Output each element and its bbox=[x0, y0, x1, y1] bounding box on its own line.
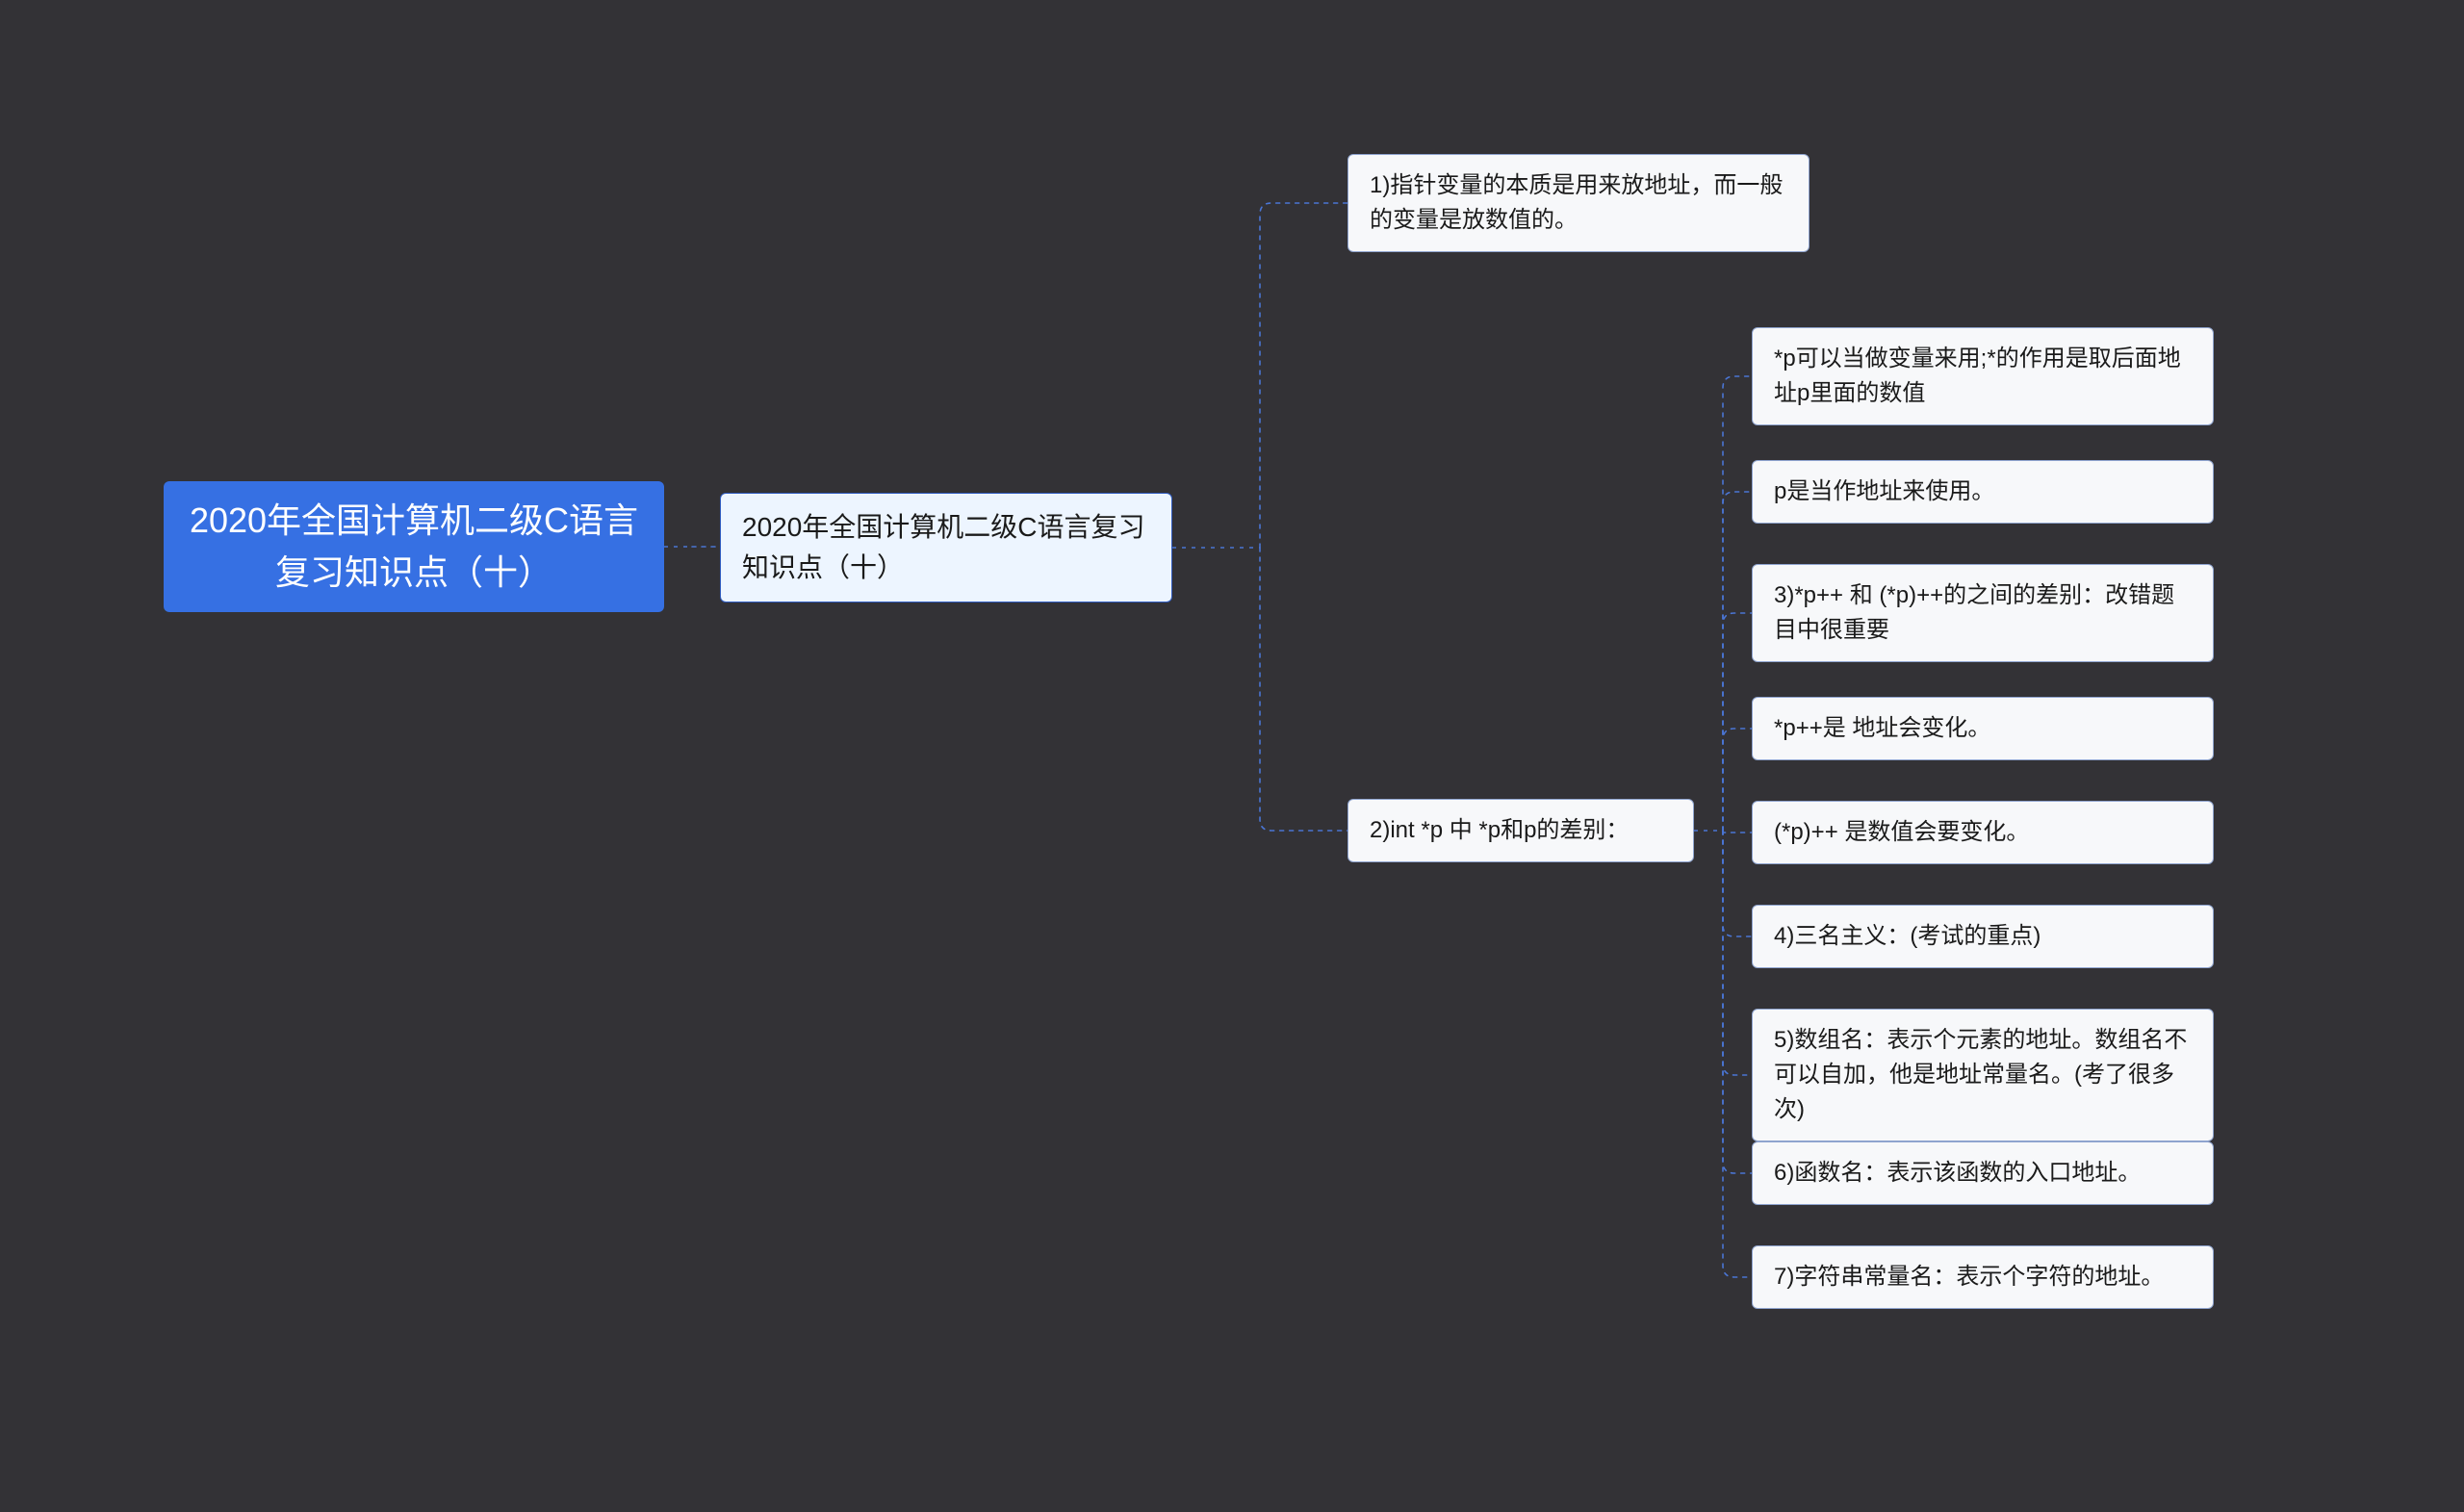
node-g5: (*p)++ 是数值会要变化。 bbox=[1752, 801, 2214, 864]
node-c1: 1)指针变量的本质是用来放地址，而一般的变量是放数值的。 bbox=[1348, 154, 1810, 252]
node-g6: 4)三名主义：(考试的重点) bbox=[1752, 905, 2214, 968]
node-g2: p是当作地址来使用。 bbox=[1752, 460, 2214, 524]
node-g7: 5)数组名：表示个元素的地址。数组名不可以自加，他是地址常量名。(考了很多次) bbox=[1752, 1009, 2214, 1141]
node-g3: 3)*p++ 和 (*p)++的之间的差别：改错题目中很重要 bbox=[1752, 564, 2214, 662]
node-g8: 6)函数名：表示该函数的入口地址。 bbox=[1752, 1141, 2214, 1205]
node-g1: *p可以当做变量来用;*的作用是取后面地址p里面的数值 bbox=[1752, 327, 2214, 425]
node-g4: *p++是 地址会变化。 bbox=[1752, 697, 2214, 760]
node-root: 2020年全国计算机二级C语言复习知识点（十） bbox=[164, 481, 664, 612]
node-g9: 7)字符串常量名：表示个字符的地址。 bbox=[1752, 1245, 2214, 1309]
node-l1: 2020年全国计算机二级C语言复习知识点（十） bbox=[720, 493, 1172, 602]
node-c2: 2)int *p 中 *p和p的差别： bbox=[1348, 799, 1694, 862]
